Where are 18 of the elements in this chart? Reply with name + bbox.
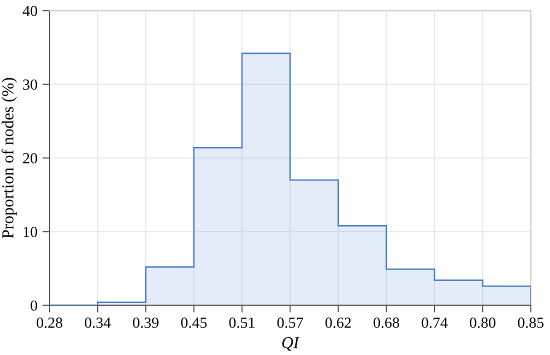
x-tick-label: 0.62 — [325, 318, 351, 328]
x-axis-title: QI — [282, 337, 300, 351]
x-tick-label: 0.80 — [470, 318, 496, 328]
x-tick-label: 0.28 — [36, 318, 62, 328]
x-tick-label: 0.51 — [229, 318, 254, 328]
x-tick-label: 0.39 — [132, 318, 158, 328]
y-tick-label: 20 — [23, 153, 38, 164]
y-axis-title: Proportion of nodes (%) — [2, 78, 17, 238]
y-tick-label: 40 — [22, 6, 38, 16]
x-tick-label: 0.68 — [374, 318, 400, 328]
x-tick-label: 0.45 — [181, 318, 207, 328]
x-tick-label: 0.85 — [518, 318, 544, 328]
y-tick-label: 30 — [23, 79, 38, 90]
y-tick-label: 10 — [24, 226, 38, 238]
y-tick-label: 0 — [30, 300, 38, 311]
x-tick-label: 0.74 — [422, 318, 448, 328]
x-tick-label: 0.34 — [84, 318, 111, 328]
x-tick-label: 0.57 — [277, 318, 304, 328]
